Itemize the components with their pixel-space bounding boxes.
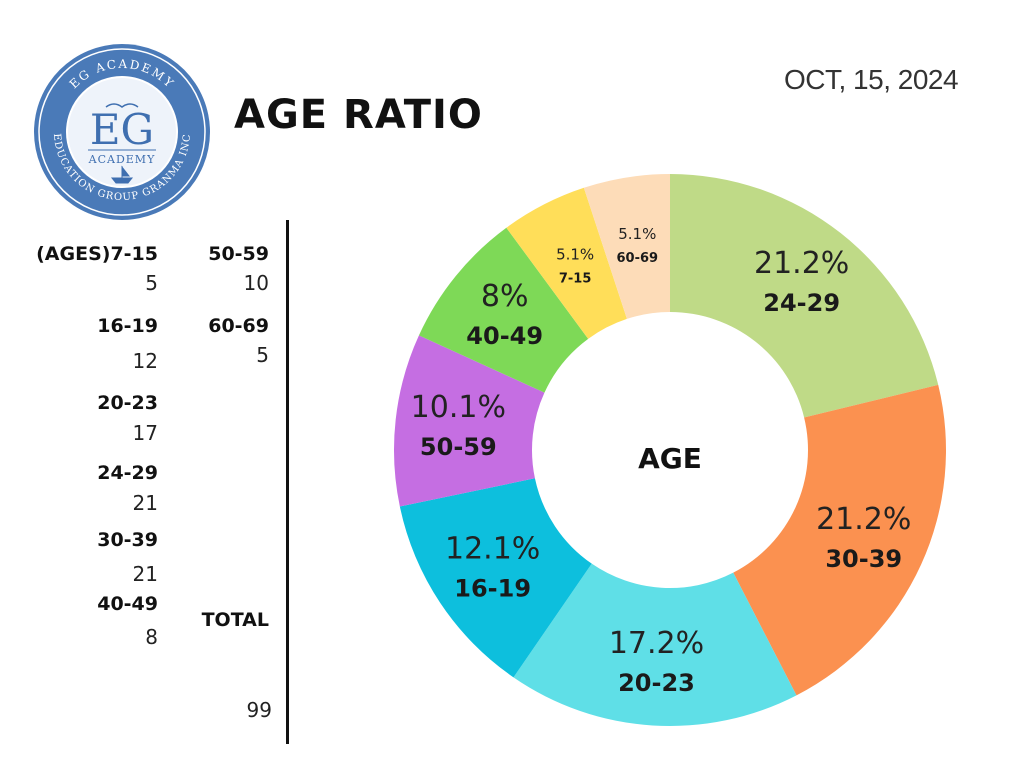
slice-percent-50-59: 10.1% [411, 390, 506, 425]
slice-label-20-23: 20-23 [618, 669, 695, 697]
donut-center-label: AGE [638, 442, 702, 475]
row-label: 16-19 [97, 315, 158, 337]
slice-percent-16-19: 12.1% [445, 531, 540, 566]
donut-slice-7-15 [506, 187, 627, 339]
ship-icon [110, 165, 134, 184]
total-value: 99 [246, 698, 272, 722]
row-label: 40-49 [97, 593, 158, 615]
row-value: 21 [132, 562, 158, 586]
row-label: 20-23 [97, 392, 158, 414]
donut-slice-16-19 [399, 478, 592, 678]
donut-slice-24-29 [670, 174, 939, 418]
donut-slice-30-39 [733, 384, 946, 696]
row-label: 50-59 [208, 243, 269, 265]
row-label: (AGES)7-15 [36, 243, 158, 265]
slice-label-50-59: 50-59 [420, 433, 497, 461]
row-label: 60-69 [208, 315, 269, 337]
logo-inner [67, 77, 177, 187]
donut-slice-40-49 [418, 227, 589, 393]
slice-percent-20-23: 17.2% [609, 626, 704, 661]
row-value: 12 [132, 349, 158, 373]
row-label: 24-29 [97, 462, 158, 484]
row-value: 17 [132, 421, 158, 445]
page-title: AGE RATIO [234, 92, 483, 138]
slice-label-16-19: 16-19 [454, 574, 531, 602]
academy-logo: EG ACADEMY EDUCATION GROUP GRANMA INC EG… [34, 44, 210, 220]
row-value: 8 [145, 625, 158, 649]
slice-label-30-39: 30-39 [825, 545, 902, 573]
row-value: 5 [256, 343, 269, 367]
slice-percent-24-29: 21.2% [754, 246, 849, 281]
slice-percent-7-15: 5.1% [556, 245, 594, 263]
donut-slice-50-59 [394, 335, 545, 507]
donut-slice-20-23 [513, 563, 797, 726]
age-donut-chart: 21.2% 24-29 21.2% 30-39 17.2% 20-23 12.1% 16-19… [394, 174, 946, 726]
column-divider [286, 220, 289, 744]
logo-academy-text: ACADEMY [88, 153, 156, 166]
slice-percent-30-39: 21.2% [816, 502, 911, 537]
row-value: 21 [132, 491, 158, 515]
slice-label-7-15: 7-15 [559, 272, 592, 287]
donut-slice-60-69 [583, 174, 670, 319]
slice-percent-60-69: 5.1% [618, 225, 656, 243]
slice-label-60-69: 60-69 [617, 251, 659, 266]
date-text: OCT, 15, 2024 [784, 64, 959, 95]
row-value: 10 [243, 271, 269, 295]
slice-label-40-49: 40-49 [466, 322, 543, 350]
logo-initials: EG [90, 105, 154, 154]
row-label: 30-39 [97, 529, 158, 551]
slice-label-24-29: 24-29 [763, 289, 840, 317]
row-value: 5 [145, 271, 158, 295]
slice-percent-40-49: 8% [481, 279, 529, 314]
ornament-icon [105, 103, 139, 108]
total-label: TOTAL [201, 609, 269, 631]
